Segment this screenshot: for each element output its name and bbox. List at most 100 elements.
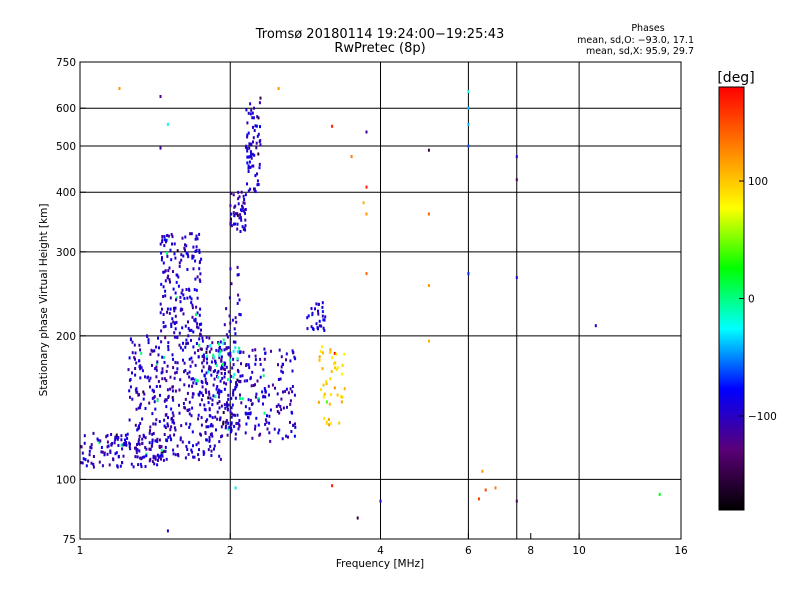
- data-point: [268, 414, 271, 418]
- data-point: [88, 453, 91, 457]
- data-point: [181, 236, 184, 240]
- data-point: [365, 272, 368, 276]
- data-point: [467, 106, 470, 110]
- data-point: [266, 414, 268, 418]
- data-point: [161, 355, 164, 359]
- data-point: [178, 264, 181, 268]
- data-point: [282, 406, 285, 410]
- data-point: [137, 463, 140, 467]
- data-point: [226, 433, 229, 437]
- data-point: [172, 448, 175, 452]
- data-point: [128, 389, 131, 393]
- data-point: [203, 374, 206, 378]
- data-point: [244, 431, 247, 435]
- data-point: [320, 345, 323, 349]
- data-point: [156, 440, 159, 443]
- data-point: [167, 348, 170, 352]
- data-point: [110, 433, 113, 436]
- data-point: [254, 395, 257, 399]
- data-point: [220, 425, 223, 429]
- data-point: [285, 358, 287, 362]
- data-point: [166, 388, 169, 392]
- data-point: [175, 296, 178, 300]
- data-point: [259, 362, 262, 366]
- data-point: [165, 379, 168, 383]
- data-point: [225, 365, 228, 369]
- data-point: [153, 349, 156, 353]
- data-point: [106, 452, 109, 456]
- data-point: [186, 448, 189, 451]
- data-point: [229, 358, 231, 362]
- data-point: [253, 153, 256, 157]
- data-point: [194, 378, 197, 382]
- data-point: [318, 355, 321, 359]
- data-point: [235, 422, 238, 425]
- data-point: [125, 443, 128, 447]
- data-point: [121, 443, 124, 447]
- data-point: [329, 348, 332, 352]
- data-point: [225, 307, 228, 311]
- data-point: [207, 370, 210, 374]
- data-point: [323, 416, 326, 420]
- data-point: [338, 421, 341, 425]
- data-point: [169, 296, 172, 300]
- data-point: [191, 254, 194, 258]
- data-point: [190, 356, 193, 360]
- data-point: [152, 432, 155, 435]
- data-point: [321, 310, 324, 314]
- data-point: [160, 258, 163, 262]
- data-point: [170, 322, 173, 326]
- data-point: [106, 440, 109, 444]
- data-point: [128, 445, 131, 449]
- data-point: [192, 444, 194, 448]
- data-point: [291, 385, 294, 388]
- data-point: [254, 427, 256, 431]
- data-point: [212, 394, 215, 398]
- data-point: [218, 406, 221, 410]
- data-point: [143, 455, 146, 459]
- data-point: [467, 144, 470, 148]
- data-point: [244, 211, 246, 215]
- data-point: [263, 357, 266, 361]
- data-point: [164, 294, 167, 298]
- data-point: [152, 422, 155, 426]
- data-point: [180, 258, 183, 262]
- data-point: [225, 333, 228, 337]
- data-point: [329, 421, 332, 425]
- data-point: [159, 242, 162, 246]
- data-point: [205, 351, 208, 354]
- data-point: [237, 421, 240, 425]
- data-point: [209, 396, 212, 400]
- data-point: [243, 209, 246, 213]
- data-point: [251, 348, 254, 352]
- data-point: [167, 234, 170, 238]
- data-point: [144, 465, 147, 468]
- data-point: [194, 237, 197, 241]
- data-point: [175, 298, 177, 302]
- data-point: [257, 399, 260, 403]
- data-point: [148, 441, 151, 445]
- data-point: [170, 233, 173, 236]
- data-point: [184, 406, 186, 410]
- data-point: [287, 391, 290, 395]
- data-point: [172, 320, 175, 324]
- data-point: [176, 367, 179, 371]
- data-point: [132, 465, 135, 469]
- data-point: [198, 323, 201, 326]
- data-point: [269, 439, 272, 443]
- data-point: [187, 409, 189, 412]
- data-point: [162, 356, 165, 359]
- data-point: [138, 438, 141, 442]
- data-point: [254, 362, 257, 366]
- data-point: [213, 355, 215, 359]
- data-point: [329, 350, 332, 354]
- data-point: [240, 190, 243, 194]
- data-point: [230, 374, 233, 378]
- data-point: [331, 484, 334, 488]
- x-tick-label: 8: [527, 545, 534, 557]
- data-point: [207, 448, 210, 452]
- data-point: [138, 359, 141, 363]
- data-point: [322, 318, 325, 322]
- data-point: [257, 397, 259, 401]
- data-point: [254, 354, 257, 358]
